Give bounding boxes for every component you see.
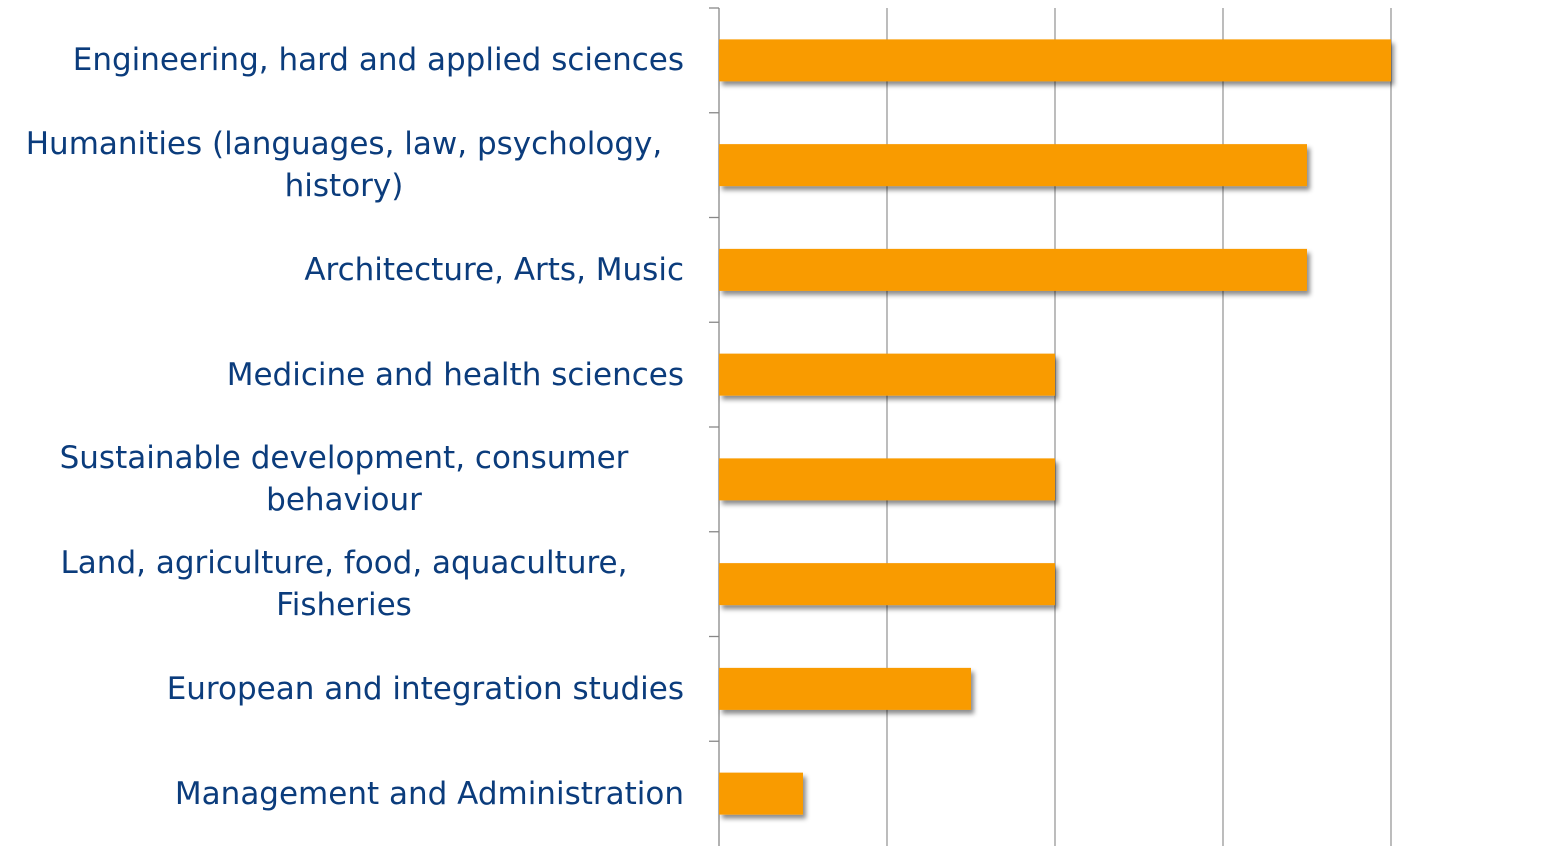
category-label: Land, agriculture, food, aquaculture, Fi… — [60, 545, 628, 624]
bar — [719, 144, 1307, 187]
category-label: Architecture, Arts, Music — [304, 251, 684, 288]
category-label: Humanities (languages, law, psychology, … — [25, 126, 663, 205]
category-label: Management and Administration — [174, 775, 684, 812]
category-label: Engineering, hard and applied sciences — [72, 42, 684, 79]
bar — [719, 563, 1055, 606]
category-label: European and integration studies — [166, 670, 684, 707]
bar — [719, 248, 1307, 291]
bar — [719, 667, 971, 710]
bar — [719, 458, 1055, 501]
bar — [719, 772, 803, 815]
category-label: Medicine and health sciences — [226, 356, 684, 393]
category-label: Sustainable development, consumer behavi… — [59, 440, 629, 519]
bar — [719, 353, 1055, 396]
bar — [719, 39, 1391, 82]
